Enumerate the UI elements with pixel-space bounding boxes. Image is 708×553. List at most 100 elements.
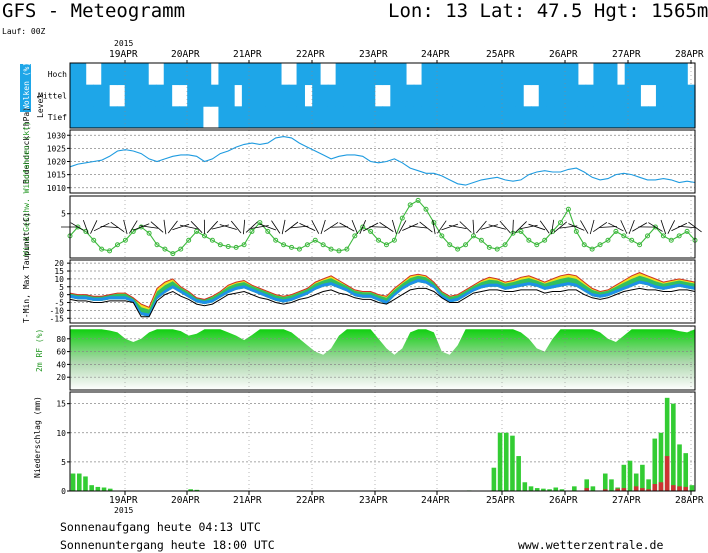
precip-bar: [522, 482, 528, 491]
wind-barb: [100, 225, 119, 229]
wind-barb: [539, 220, 550, 234]
cloud-cell: [413, 84, 423, 107]
precip-bar: [559, 489, 565, 491]
precip-axis-title: Niederschlag (mm): [33, 396, 42, 478]
cloud-cell: [491, 106, 501, 129]
cloud-cell: [343, 84, 352, 107]
wind-speed-point: [637, 242, 643, 248]
wind-barb: [311, 220, 320, 234]
cloud-cell: [429, 106, 438, 129]
wind-barb: [150, 221, 164, 233]
y-tick-label: 0: [61, 487, 66, 496]
cloud-cell: [218, 106, 227, 129]
cloud-cell: [663, 106, 673, 129]
wind-speed-point: [415, 197, 421, 203]
cloud-cell: [327, 106, 337, 129]
wind-speed-point: [645, 233, 651, 239]
wind-barb: [598, 226, 617, 228]
wind-speed-point: [447, 242, 453, 248]
cloud-cell: [210, 84, 220, 107]
cloud-cell: [109, 63, 118, 86]
cloud-cell: [398, 63, 407, 86]
cloud-cell: [640, 63, 649, 86]
wind-speed-point: [194, 228, 200, 234]
sunset-text: Sonnenuntergang heute 18:00 UTC: [60, 538, 275, 552]
wind-barb: [329, 226, 348, 228]
cloud-cell: [241, 84, 251, 107]
cloud-cell: [554, 84, 563, 107]
y-tick-label: -15: [50, 314, 65, 323]
wind-barb: [133, 223, 150, 231]
wind-barb: [172, 223, 190, 231]
site-link[interactable]: www.wetterzentrale.de: [518, 538, 663, 552]
cloud-level-label: Mittel: [38, 92, 67, 101]
y-tick-label: -5: [54, 299, 64, 308]
wind-barb: [667, 220, 675, 234]
cloud-cell: [296, 84, 305, 107]
wind-barb: [608, 222, 624, 232]
wind-barb: [437, 220, 447, 234]
precip-conv-bar: [584, 488, 590, 491]
cloud-cell: [288, 84, 298, 107]
cloud-cell: [163, 84, 173, 107]
cloud-cell: [593, 63, 602, 86]
wind-speed-point: [534, 242, 540, 248]
cloud-cell: [304, 106, 313, 129]
cloud-cell: [476, 106, 485, 129]
wind-barb: [230, 220, 242, 234]
cloud-cell: [202, 84, 212, 107]
day-label: 26APR: [549, 495, 578, 506]
cloud-cell: [687, 84, 696, 107]
cloud-cell: [663, 84, 673, 107]
cloud-cell: [116, 106, 126, 129]
cloud-cell: [171, 63, 180, 86]
precip-conv-bar: [646, 489, 651, 491]
cloud-cell: [445, 63, 454, 86]
wind-barb: [628, 219, 635, 235]
y-tick-label: 60: [56, 348, 66, 357]
cloud-cell: [70, 84, 79, 107]
wind-speed-point: [122, 237, 128, 243]
cloud-cell: [320, 106, 329, 129]
wind-speed-point: [162, 246, 168, 252]
wind-speed-point: [328, 246, 334, 252]
cloud-cell: [390, 63, 399, 86]
cloud-cell: [515, 63, 524, 86]
precip-bar: [95, 486, 101, 491]
cloud-cell: [171, 106, 180, 129]
wind-barb: [369, 226, 388, 228]
cloud-cell: [554, 63, 563, 86]
wind-barb: [580, 220, 589, 234]
cloud-cell: [335, 63, 345, 86]
cloud-cell: [398, 84, 407, 107]
cloud-cell: [179, 63, 188, 86]
day-label: 24APR: [421, 49, 450, 60]
cloud-level-label: Hoch: [48, 70, 67, 79]
year-label-bottom: 2015: [114, 506, 133, 515]
wind-speed-point: [336, 248, 342, 254]
y-tick-label: 20: [54, 259, 64, 268]
cloud-cell: [609, 84, 618, 107]
wind-speed-point: [225, 243, 231, 249]
wind-barb: [660, 219, 667, 235]
wind-speed-point: [170, 251, 176, 257]
panel-frame: [69, 129, 696, 194]
cloud-cell: [148, 106, 157, 129]
y-tick-label: 15: [54, 267, 64, 276]
cloud-cell: [577, 84, 587, 107]
cloud-cell: [366, 84, 376, 107]
cloud-cell: [570, 106, 579, 129]
cloud-cell: [538, 84, 548, 107]
cloud-cell: [335, 84, 345, 107]
wind-barb: [520, 224, 538, 230]
cloud-cell: [421, 63, 430, 86]
cloud-cell: [562, 84, 571, 107]
cloud-cell: [351, 106, 360, 129]
precip-bar: [633, 473, 639, 491]
cloud-cell: [679, 84, 688, 107]
precip-conv-bar: [652, 484, 658, 491]
wind-speed-point: [376, 237, 382, 243]
cloud-cell: [687, 106, 696, 129]
cloud-cell: [382, 106, 391, 129]
